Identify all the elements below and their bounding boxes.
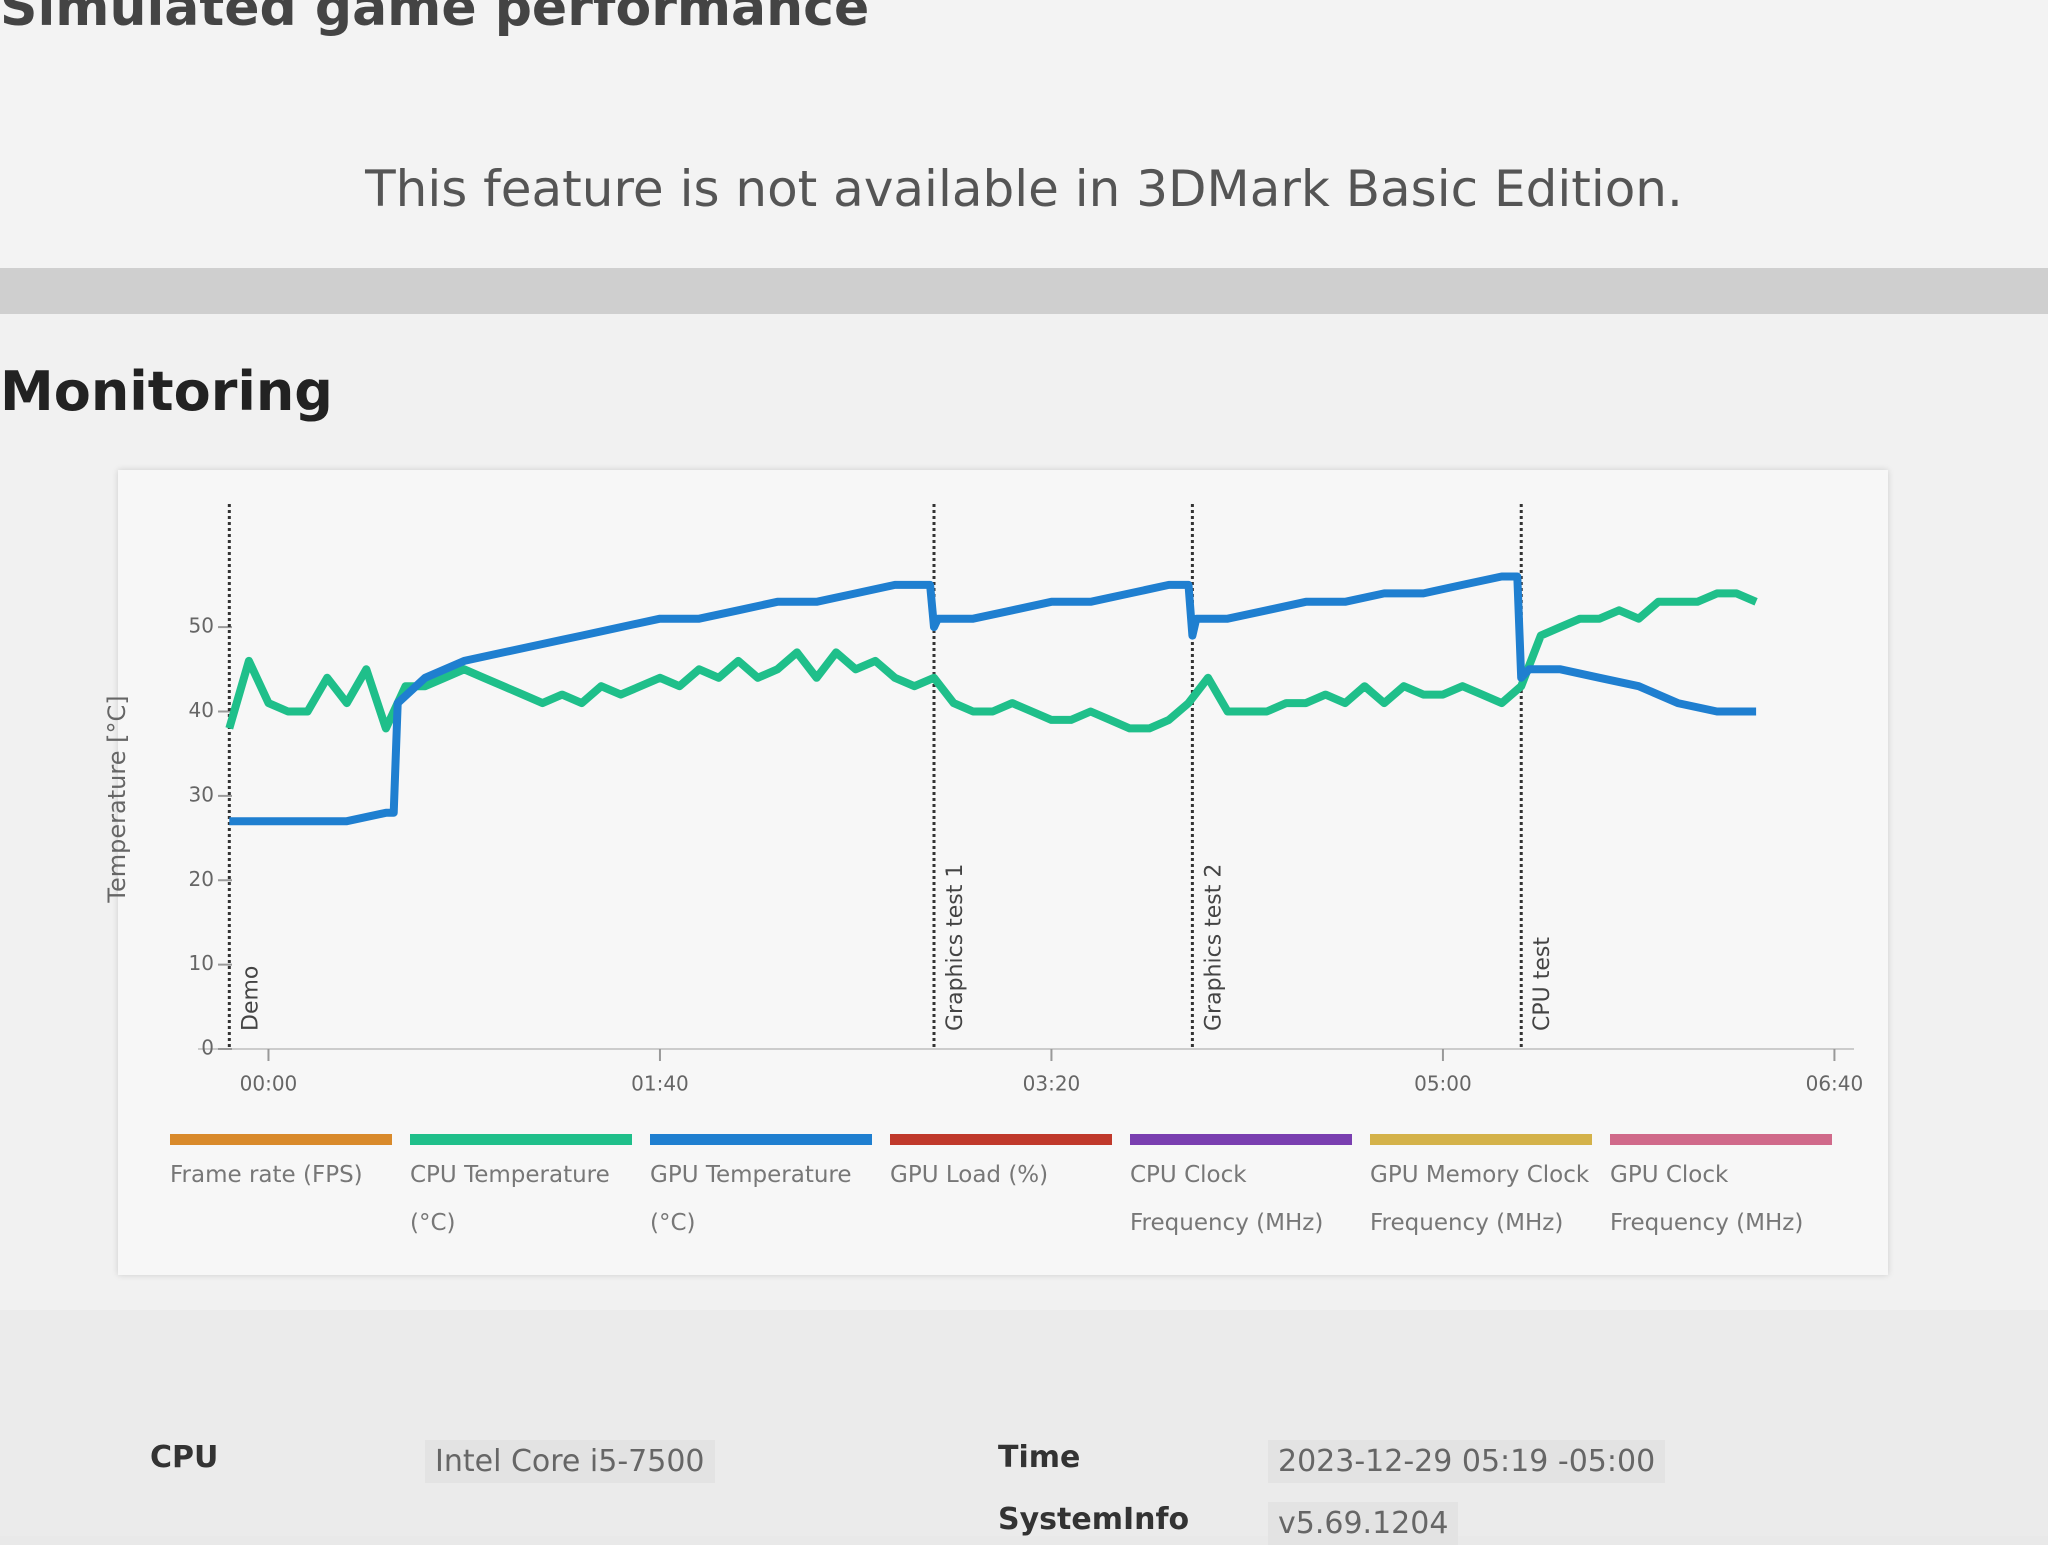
y-tick-label: 20 (189, 867, 214, 891)
x-tick-label: 01:40 (631, 1072, 689, 1096)
legend-label: GPU Temperature (°C) (650, 1162, 852, 1236)
legend-swatch (170, 1134, 392, 1145)
y-tick-label: 30 (189, 782, 214, 806)
legend-label: CPU Clock Frequency (MHz) (1130, 1162, 1324, 1236)
series-line (229, 572, 1757, 826)
info-key: SystemInfo (998, 1502, 1190, 1537)
legend-label: CPU Temperature (°C) (410, 1162, 610, 1236)
top-band: Simulated game performance This feature … (0, 0, 2048, 268)
y-tick-label: 50 (189, 614, 214, 638)
legend-item: GPU Memory Clock Frequency (MHz) (1370, 1134, 1592, 1247)
notice: This feature is not available in 3DMark … (365, 160, 1683, 218)
info-table: CPU Intel Core i5-7500 Time 2023-12-29 05:1… (0, 1310, 2048, 1545)
x-tick-label: 06:40 (1806, 1072, 1864, 1096)
x-tick-label: 05:00 (1414, 1072, 1472, 1096)
legend-item: GPU Temperature (°C) (650, 1134, 872, 1247)
y-tick-label: 40 (189, 698, 214, 722)
info-key: CPU (150, 1440, 219, 1475)
event-label: Graphics test 2 (1201, 864, 1226, 1031)
info-value: Intel Core i5-7500 (425, 1440, 715, 1483)
legend-swatch (890, 1134, 1112, 1145)
x-tick-label: 00:00 (240, 1072, 298, 1096)
x-tick-label: 03:20 (1023, 1072, 1081, 1096)
event-label: CPU test (1530, 937, 1555, 1031)
legend-swatch (1130, 1134, 1352, 1145)
legend-swatch (1610, 1134, 1832, 1145)
event-label: Demo (238, 966, 263, 1031)
legend-item: GPU Clock Frequency (MHz) (1610, 1134, 1832, 1247)
info-value: 2023-12-29 05:19 -05:00 (1268, 1440, 1666, 1483)
y-axis-label: Temperature [°C] (103, 695, 131, 903)
info-value: v5.69.1204 (1268, 1502, 1459, 1545)
event-label: Graphics test 1 (943, 864, 968, 1031)
section-title: Monitoring (0, 360, 333, 423)
legend-label: GPU Memory Clock Frequency (MHz) (1370, 1162, 1590, 1236)
legend-label: Frame rate (FPS) (170, 1162, 363, 1188)
info-key: Time (998, 1440, 1081, 1475)
legend-item: CPU Clock Frequency (MHz) (1130, 1134, 1352, 1247)
legend-swatch (410, 1134, 632, 1145)
legend-swatch (650, 1134, 872, 1145)
series-line (225, 589, 1758, 733)
legend-item: CPU Temperature (°C) (410, 1134, 632, 1247)
legend-item: GPU Load (%) (890, 1134, 1112, 1199)
y-tick-label: 0 (201, 1036, 214, 1060)
legend-swatch (1370, 1134, 1592, 1145)
subtitle: Simulated game performance (0, 0, 870, 38)
legend-label: GPU Load (%) (890, 1162, 1049, 1188)
legend-label: GPU Clock Frequency (MHz) (1610, 1162, 1804, 1236)
legend-item: Frame rate (FPS) (170, 1134, 392, 1199)
y-tick-label: 10 (189, 951, 214, 975)
separator (0, 268, 2048, 314)
